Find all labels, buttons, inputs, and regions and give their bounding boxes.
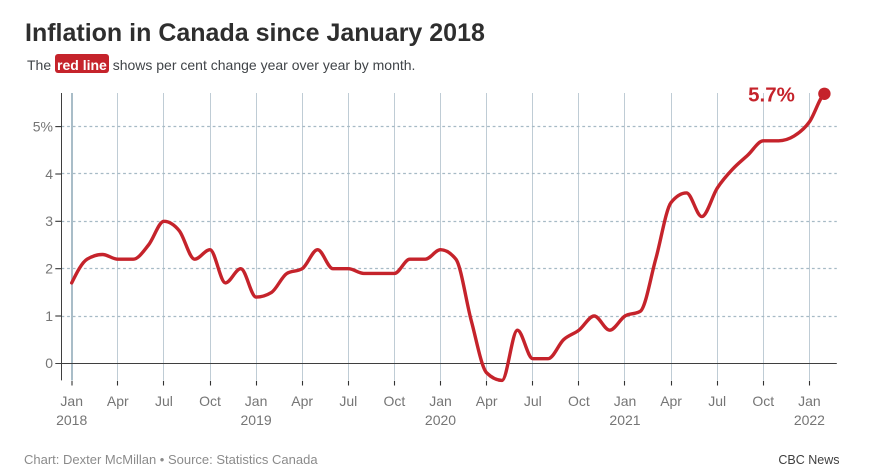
svg-text:2022: 2022 bbox=[794, 412, 825, 428]
svg-text:Jul: Jul bbox=[339, 393, 357, 409]
svg-text:Oct: Oct bbox=[752, 393, 774, 409]
svg-text:2021: 2021 bbox=[609, 412, 640, 428]
svg-text:Apr: Apr bbox=[476, 393, 498, 409]
svg-text:Jul: Jul bbox=[155, 393, 173, 409]
svg-text:Oct: Oct bbox=[568, 393, 590, 409]
svg-text:5.7%: 5.7% bbox=[748, 83, 795, 106]
svg-text:Jan: Jan bbox=[60, 393, 83, 409]
svg-text:2: 2 bbox=[45, 261, 53, 277]
svg-text:Jul: Jul bbox=[708, 393, 726, 409]
svg-text:Jan: Jan bbox=[245, 393, 268, 409]
svg-text:2019: 2019 bbox=[241, 412, 272, 428]
svg-text:Apr: Apr bbox=[660, 393, 682, 409]
svg-text:4: 4 bbox=[45, 166, 53, 182]
svg-text:Jan: Jan bbox=[614, 393, 637, 409]
svg-text:Apr: Apr bbox=[107, 393, 129, 409]
svg-text:Oct: Oct bbox=[384, 393, 406, 409]
svg-text:0: 0 bbox=[45, 355, 53, 371]
svg-text:Jul: Jul bbox=[524, 393, 542, 409]
svg-text:2018: 2018 bbox=[56, 412, 87, 428]
svg-text:Jan: Jan bbox=[429, 393, 452, 409]
svg-text:Oct: Oct bbox=[199, 393, 221, 409]
svg-text:Jan: Jan bbox=[798, 393, 821, 409]
svg-text:3: 3 bbox=[45, 213, 53, 229]
svg-text:5%: 5% bbox=[33, 118, 53, 134]
svg-text:2020: 2020 bbox=[425, 412, 456, 428]
svg-text:Apr: Apr bbox=[291, 393, 313, 409]
svg-text:1: 1 bbox=[45, 308, 53, 324]
